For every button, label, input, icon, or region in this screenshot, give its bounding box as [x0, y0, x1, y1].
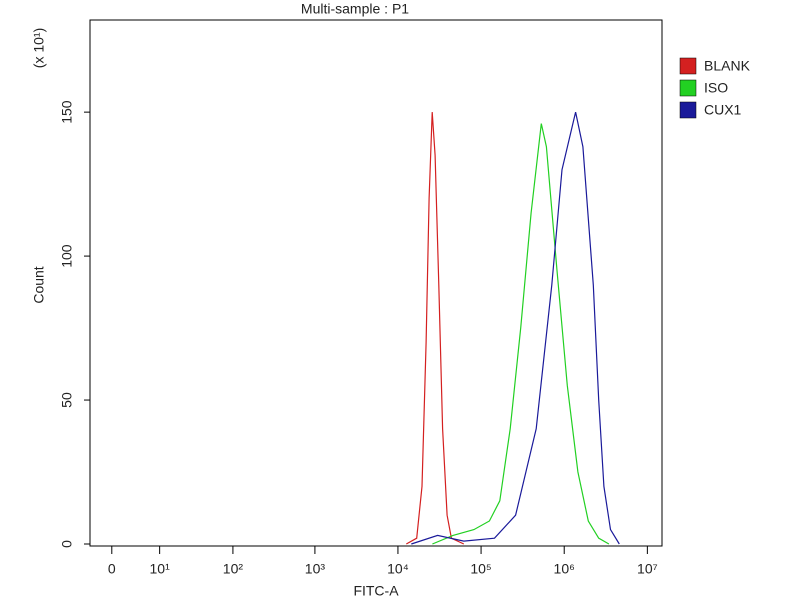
histogram-line — [406, 112, 465, 545]
histogram-line — [411, 111, 620, 545]
x-tick-label: 10³ — [305, 561, 326, 577]
x-tick-label: 10⁷ — [637, 561, 658, 577]
x-tick-label: 10⁴ — [387, 561, 409, 577]
legend-label: BLANK — [704, 58, 751, 74]
x-tick-label: 10¹ — [150, 561, 171, 577]
legend-swatch — [679, 101, 697, 119]
x-tick-label: 10⁶ — [554, 561, 575, 577]
x-tick-label: 0 — [108, 561, 116, 577]
legend-swatch — [679, 57, 697, 75]
x-tick-label: 10⁵ — [470, 561, 491, 577]
chart-title: Multi-sample : P1 — [301, 1, 409, 17]
y-tick-label: 100 — [59, 244, 75, 268]
plot-frame — [89, 19, 663, 547]
legend-label: ISO — [704, 80, 728, 96]
y-tick-label: 50 — [59, 392, 75, 408]
y-tick-label: 150 — [59, 100, 75, 124]
x-tick-label: 10² — [223, 561, 244, 577]
x-axis-label: FITC-A — [353, 583, 399, 599]
legend-swatch — [679, 79, 697, 97]
y-multiplier: (x 10¹) — [31, 28, 47, 68]
legend-label: CUX1 — [704, 102, 742, 118]
histogram-line — [432, 123, 610, 545]
y-tick-label: 0 — [59, 540, 75, 548]
y-axis-label: Count — [31, 266, 47, 303]
